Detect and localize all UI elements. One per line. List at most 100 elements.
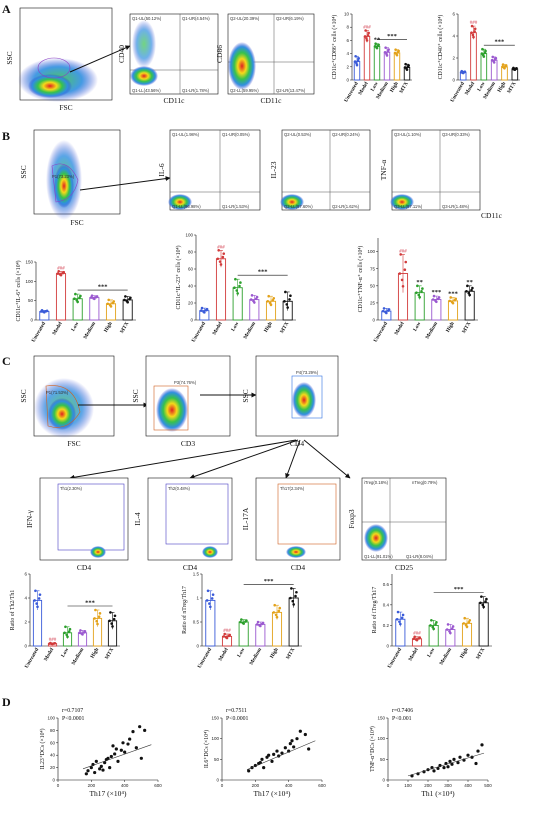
data-point — [295, 737, 299, 741]
data-point — [290, 587, 293, 590]
x-axis-label: CD3 — [181, 439, 195, 448]
y-tick-label: 6 — [452, 12, 455, 17]
data-point — [476, 749, 480, 753]
y-tick-label: 2 — [452, 56, 455, 61]
data-point — [270, 759, 274, 764]
category-label: MTX — [104, 647, 115, 661]
data-point — [124, 295, 127, 298]
data-point — [375, 46, 379, 50]
category-label: MTX — [461, 321, 472, 335]
data-point — [269, 303, 273, 307]
quadrant-ll: Q1-LL(91.01%) — [364, 554, 393, 559]
data-point — [95, 295, 99, 298]
significance-label: ### — [57, 266, 65, 271]
data-point — [249, 298, 253, 301]
data-point — [109, 754, 113, 759]
quadrant-ul: Q1-UL(50.12%) — [132, 16, 162, 21]
y-tick-label: 4 — [346, 51, 349, 56]
panel-c-flow: P1(71.53%) SSC FSC P3(74.76%) SSC CD3 P4… — [19, 355, 447, 572]
panel-label-c: C — [2, 354, 11, 368]
data-point — [272, 296, 276, 300]
stat-label: r=0.7107 — [62, 708, 83, 714]
x-tick-label: 500 — [484, 783, 492, 788]
x-tick-label: 0 — [221, 783, 224, 788]
data-point — [126, 742, 130, 746]
category-label: High — [389, 81, 400, 94]
data-point — [211, 593, 215, 596]
bar — [470, 32, 477, 81]
category-label: High — [459, 647, 470, 660]
category-label: Low — [236, 647, 246, 659]
data-point — [288, 298, 291, 301]
data-point — [454, 297, 458, 301]
data-point — [395, 53, 399, 57]
x-axis-label: Th1 (×10⁴) — [421, 789, 455, 798]
data-point — [456, 761, 460, 765]
stat-label: P<0.001 — [392, 716, 412, 722]
y-tick-label: 150 — [25, 260, 33, 265]
data-point — [467, 621, 471, 624]
data-point — [473, 27, 477, 31]
data-point — [129, 296, 132, 300]
data-point — [484, 49, 487, 53]
x-tick-label: 600 — [318, 783, 326, 788]
category-label: Model — [407, 647, 420, 663]
data-point — [448, 299, 452, 303]
data-point — [56, 272, 60, 275]
data-point — [205, 307, 209, 311]
panel-label-a: A — [2, 2, 11, 16]
data-point — [37, 597, 41, 600]
category-label: MTX — [506, 81, 517, 95]
data-point — [79, 294, 82, 298]
data-point — [400, 278, 404, 282]
data-point — [484, 600, 487, 603]
data-point — [255, 623, 259, 626]
data-point — [461, 71, 465, 75]
data-point — [245, 619, 248, 622]
y-tick-label: 1.5 — [193, 572, 200, 577]
y-axis-label: IL-17A — [241, 507, 250, 530]
data-point — [103, 761, 107, 765]
significance-label: ### — [49, 638, 57, 643]
data-point — [134, 746, 138, 750]
data-point — [366, 33, 370, 37]
data-point — [292, 603, 295, 606]
y-tick-label: 0 — [24, 644, 27, 649]
category-label: High — [445, 321, 456, 334]
category-label: Low — [60, 647, 70, 659]
data-point — [465, 625, 469, 629]
data-point — [382, 307, 386, 310]
data-point — [401, 613, 405, 617]
data-point — [109, 611, 112, 614]
bar — [89, 297, 100, 321]
data-point — [385, 54, 389, 57]
category-label: High — [269, 647, 280, 660]
data-point — [503, 66, 506, 70]
data-point — [65, 633, 68, 637]
significance-label: ### — [470, 21, 478, 26]
category-label: Untreated — [373, 321, 389, 343]
data-point — [255, 295, 259, 299]
y-tick-label: 20 — [188, 301, 194, 306]
x-axis-label: Th17 (×10⁴) — [89, 789, 127, 798]
category-label: Model — [43, 647, 56, 663]
x-axis-label: CD11c — [261, 96, 283, 105]
stat-label: r=0.7511 — [226, 708, 247, 714]
panel-label-d: D — [2, 695, 11, 709]
data-point — [35, 602, 38, 605]
quadrant-ul: Q3-UL(1.10%) — [394, 132, 422, 137]
data-point — [112, 617, 116, 621]
significance-label: *** — [98, 284, 108, 291]
panel-b-flow: P1(73.23%) SSC FSC Q1-UL(1.98%) Q1-UR(0.… — [19, 129, 503, 227]
flow-plot: Th2(0.48%) IL-4 CD4 — [133, 477, 233, 572]
data-point — [435, 300, 438, 304]
data-point — [394, 48, 397, 51]
flow-plot: Th1(2.30%) IFN-γ CD4 — [25, 477, 129, 572]
significance-label: *** — [85, 600, 95, 607]
data-point — [432, 769, 436, 773]
data-point — [480, 595, 483, 598]
data-point — [63, 631, 66, 635]
gate-label: P4(73.29%) — [296, 370, 319, 375]
data-point — [64, 625, 67, 629]
